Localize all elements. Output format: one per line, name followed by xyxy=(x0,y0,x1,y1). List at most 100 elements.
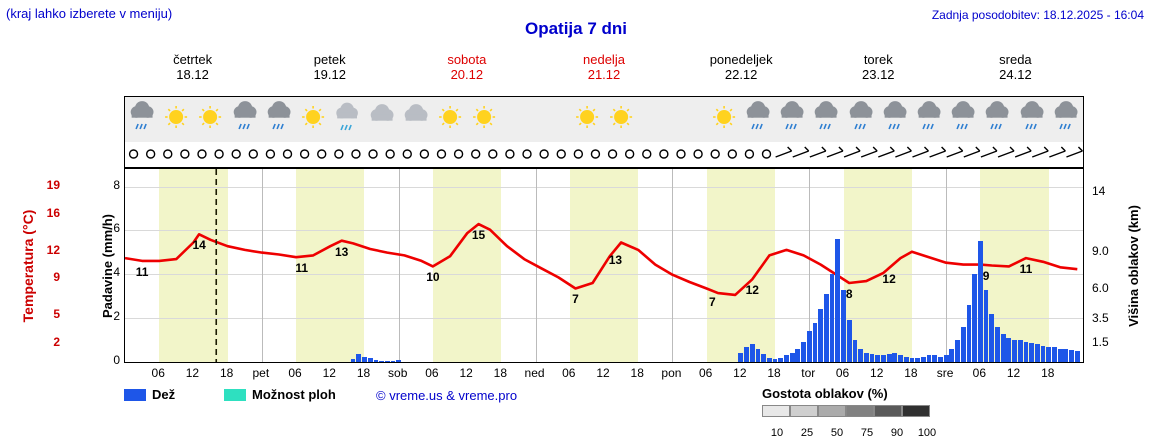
rain-bar xyxy=(356,354,362,362)
weather-icon-sun xyxy=(473,106,496,128)
x-axis-tick: 06 xyxy=(972,366,987,380)
rain-bar xyxy=(903,356,909,362)
rain-bar xyxy=(977,241,983,362)
wind-barbs xyxy=(128,146,1083,159)
x-axis-tick: ned xyxy=(524,366,545,380)
cloud-scale-cell xyxy=(762,405,790,417)
weather-icon-sun xyxy=(575,106,598,128)
cloud-ticks: 1.5 3.5 6.0 9.0 14 xyxy=(1088,168,1118,363)
cloud-scale-cell xyxy=(902,405,930,417)
rain-bar xyxy=(379,360,384,362)
temperature-tick: 9 xyxy=(53,270,60,285)
temperature-ticks: 2 5 9 12 16 19 xyxy=(20,168,60,363)
rain-bar xyxy=(789,353,795,362)
x-axis-tick: 06 xyxy=(425,366,439,380)
x-axis-tick: 06 xyxy=(698,366,713,380)
rain-bar xyxy=(818,309,824,362)
rain-bar xyxy=(1034,344,1040,362)
rain-bar xyxy=(812,322,818,362)
x-axis-tick: 06 xyxy=(835,366,850,380)
rain-bar xyxy=(1029,343,1035,362)
rain-bar xyxy=(1040,345,1046,362)
rain-bar xyxy=(926,355,932,362)
gridline-v xyxy=(809,169,811,362)
x-axis-tick: 18 xyxy=(630,366,644,380)
cloud-scale-label: 50 xyxy=(830,427,844,439)
rain-bar xyxy=(384,360,390,362)
cloud-density-legend-title: Gostota oblakov (%) xyxy=(762,386,888,401)
rain-bar xyxy=(373,359,379,362)
day-header-1: petek 19.12 xyxy=(261,52,398,82)
day-name: petek xyxy=(313,52,346,67)
x-axis-tick: 12 xyxy=(185,366,200,380)
x-axis-tick: sre xyxy=(936,366,954,380)
day-name: nedelja xyxy=(583,52,625,67)
rain-bar xyxy=(1006,337,1012,362)
x-axis-tick: 12 xyxy=(322,366,336,380)
rain-bar xyxy=(823,294,829,362)
day-name: četrtek xyxy=(173,52,213,67)
cloud-scale-label: 10 xyxy=(770,427,784,439)
cloud-scale-label: 25 xyxy=(800,427,814,439)
day-header-2: sobota 20.12 xyxy=(398,52,535,82)
rain-bar xyxy=(1069,349,1074,362)
precip-ticks: 0 2 4 6 8 xyxy=(100,168,120,367)
x-axis-tick: 12 xyxy=(870,366,884,380)
rain-bar xyxy=(744,346,749,362)
rain-bar xyxy=(367,357,373,362)
weather-icon-sun xyxy=(199,106,222,128)
weather-icon-moon xyxy=(549,109,558,126)
weather-icon-rain xyxy=(130,101,154,130)
rain-bar xyxy=(949,348,955,362)
temperature-label: 8 xyxy=(845,286,853,301)
rain-bar xyxy=(829,274,835,362)
rain-bar xyxy=(1023,342,1029,362)
daylight-band-2 xyxy=(432,169,502,362)
temperature-label: 13 xyxy=(608,253,623,268)
rain-bar xyxy=(766,357,772,362)
cloud-height-tick: 9.0 xyxy=(1092,244,1109,259)
x-axis-tick: 18 xyxy=(493,366,508,380)
cloud-density-legend: Gostota oblakov (%) 10 25 50 75 90 100 xyxy=(762,386,1092,439)
last-updated: Zadnja posodobitev: 18.12.2025 - 16:04 xyxy=(931,8,1144,22)
day-date: 22.12 xyxy=(724,67,758,82)
place-hint: (kraj lahko izberete v meniju) xyxy=(6,6,173,21)
rain-bar xyxy=(875,355,881,362)
day-date: 18.12 xyxy=(176,67,209,82)
day-headers: četrtek 18.12 petek 19.12 sobota 20.12 nedelja… xyxy=(124,52,1084,92)
rain-bar xyxy=(960,326,966,362)
temperature-tick: 12 xyxy=(46,242,60,257)
daylight-band-5 xyxy=(843,169,912,362)
gridline-v xyxy=(946,169,948,362)
weather-icon-rain xyxy=(267,101,291,130)
temperature-label: 11 xyxy=(1019,262,1033,277)
temperature-tick: 19 xyxy=(46,178,60,193)
rain-bar xyxy=(390,360,396,362)
rain-bar xyxy=(1012,340,1017,362)
x-axis-tick: 12 xyxy=(733,366,747,380)
gridline-h xyxy=(125,274,1083,276)
cloud-height-tick: 6.0 xyxy=(1092,280,1109,295)
rain-bar xyxy=(835,239,841,362)
rain-bar xyxy=(892,353,898,362)
rain-bar xyxy=(995,326,1000,362)
weather-icon-rain xyxy=(1020,101,1044,130)
rain-bar xyxy=(886,354,892,362)
legend: Dež Možnost ploh xyxy=(124,386,1084,410)
x-axis-tick: 18 xyxy=(1041,366,1055,380)
gridline-h xyxy=(125,186,1083,188)
precip-tick: 6 xyxy=(113,221,120,236)
day-header-6: sreda 24.12 xyxy=(947,52,1084,82)
temperature-curve xyxy=(125,169,1078,362)
cloud-scale-label: 75 xyxy=(860,427,874,439)
weather-icon-moon xyxy=(685,109,695,126)
x-axis-tick: sob xyxy=(388,366,408,380)
x-axis-tick: 12 xyxy=(1006,366,1021,380)
gridline-v xyxy=(672,169,674,362)
rain-bar xyxy=(955,340,960,362)
rain-bar xyxy=(761,354,767,362)
x-axis-tick: 12 xyxy=(596,366,610,380)
rain-bar xyxy=(881,355,886,362)
weather-icon-rain xyxy=(814,101,838,130)
cloud-height-tick: 1.5 xyxy=(1092,334,1109,349)
